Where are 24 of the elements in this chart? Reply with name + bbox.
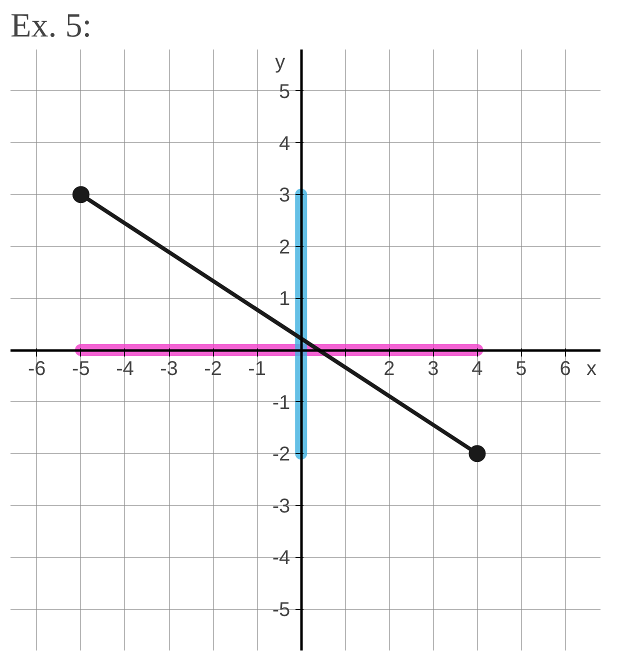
y-tick-label: -5 <box>272 599 290 622</box>
y-tick-label: -2 <box>272 444 290 466</box>
chart-title: Ex. 5: <box>10 8 92 44</box>
x-tick-label: -5 <box>72 358 90 380</box>
x-tick-label: -2 <box>204 358 222 380</box>
y-tick-label: 3 <box>278 184 290 207</box>
y-tick-label: 5 <box>278 80 290 103</box>
y-tick-label: -3 <box>272 495 290 518</box>
x-tick-label: 2 <box>384 358 395 380</box>
y-tick-label: -1 <box>272 392 290 414</box>
x-tick-label: 6 <box>560 358 571 380</box>
x-tick-label: 4 <box>472 358 483 380</box>
x-tick-label: -3 <box>160 358 178 380</box>
x-tick-label: -6 <box>28 358 46 380</box>
x-axis-title: x <box>586 358 596 380</box>
y-axis-title: y <box>275 52 286 74</box>
x-tick-label: -4 <box>116 358 134 380</box>
x-tick-label: 5 <box>516 358 527 380</box>
x-tick-label: -1 <box>248 358 266 380</box>
y-tick-label: 2 <box>278 236 290 258</box>
x-tick-label: 3 <box>428 358 439 380</box>
y-tick-label: 4 <box>278 132 290 155</box>
y-tick-label: 1 <box>278 288 290 310</box>
y-tick-label: -4 <box>272 547 290 570</box>
